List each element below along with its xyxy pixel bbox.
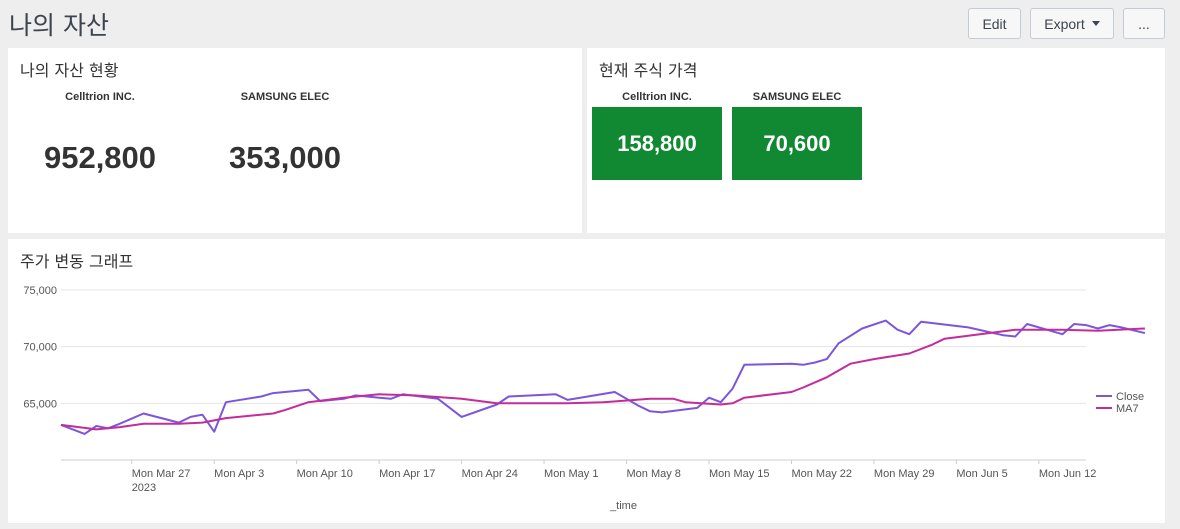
line-chart[interactable]: 65,000 70,000 75,000 Mon Mar 27 2023 Mon Apr … (8, 239, 1165, 523)
x-tick-label: Mon May 29 (874, 468, 935, 480)
x-tick-label: Mon May 15 (709, 468, 770, 480)
y-tick-label: 70,000 (23, 342, 57, 354)
x-axis-title: _time (609, 500, 637, 512)
x-tick-sublabel: 2023 (132, 482, 156, 494)
edit-button[interactable]: Edit (968, 8, 1021, 39)
series-line-close[interactable] (60, 319, 1146, 435)
legend-label[interactable]: MA7 (1116, 403, 1139, 415)
x-tick-label: Mon Jun 12 (1039, 468, 1096, 480)
series-line-ma7[interactable] (60, 327, 1145, 431)
asset-value-samsung[interactable]: 353,000 (228, 140, 342, 175)
asset-value-celltrion[interactable]: 952,800 (43, 140, 157, 175)
asset-label-samsung: SAMSUNG ELEC (240, 91, 330, 103)
x-tick-label: Mon Jun 5 (956, 468, 1007, 480)
x-tick-label: Mon May 1 (544, 468, 598, 480)
legend-label[interactable]: Close (1116, 391, 1144, 403)
x-tick-label: Mon Apr 17 (379, 468, 435, 480)
panel-title: 나의 자산 현황 (20, 61, 119, 80)
x-tick-label: Mon May 8 (627, 468, 681, 480)
x-tick-label: Mon Mar 27 (132, 468, 191, 480)
asset-label-celltrion: Celltrion INC. (65, 91, 135, 103)
x-tick-label: Mon Apr 24 (462, 468, 518, 480)
y-tick-label: 75,000 (23, 285, 57, 297)
page-title: 나의 자산 (9, 11, 109, 40)
panel-title: 현재 주식 가격 (599, 61, 698, 80)
caret-down-icon (1091, 21, 1100, 26)
panel-title: 주가 변동 그래프 (20, 252, 134, 271)
y-tick-label: 65,000 (23, 398, 57, 410)
export-button[interactable]: Export (1030, 8, 1114, 39)
price-chart-panel: 주가 변동 그래프 65,000 70,000 75,000 Mon Mar 27 20… (8, 239, 1165, 523)
price-label-celltrion: Celltrion INC. (622, 91, 692, 103)
dashboard-header: 나의 자산 Edit Export ... (0, 0, 1180, 46)
x-tick-label: Mon May 22 (791, 468, 852, 480)
price-tile-samsung[interactable]: 70,600 (732, 107, 862, 180)
more-options-button[interactable]: ... (1123, 8, 1165, 39)
price-tile-celltrion[interactable]: 158,800 (592, 107, 722, 180)
x-tick-label: Mon Apr 10 (297, 468, 353, 480)
price-label-samsung: SAMSUNG ELEC (752, 91, 842, 103)
export-button-label: Export (1044, 15, 1085, 32)
current-price-panel: 현재 주식 가격 Celltrion INC. 158,800 SAMSUNG … (587, 48, 1165, 233)
asset-summary-panel: 나의 자산 현황 Celltrion INC. 952,800 SAMSUNG … (8, 48, 582, 233)
x-tick-label: Mon Apr 3 (214, 468, 264, 480)
